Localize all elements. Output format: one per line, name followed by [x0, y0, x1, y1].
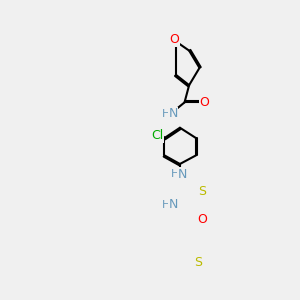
Text: H: H — [162, 109, 170, 119]
Text: S: S — [194, 256, 202, 269]
Text: O: O — [197, 213, 207, 226]
Text: N: N — [168, 198, 178, 211]
Text: O: O — [199, 96, 209, 109]
Text: O: O — [169, 33, 179, 46]
Text: N: N — [168, 107, 178, 120]
Text: H: H — [162, 200, 170, 210]
Text: N: N — [178, 168, 187, 181]
Text: Cl: Cl — [151, 129, 163, 142]
Text: H: H — [171, 169, 179, 179]
Text: S: S — [198, 185, 206, 198]
